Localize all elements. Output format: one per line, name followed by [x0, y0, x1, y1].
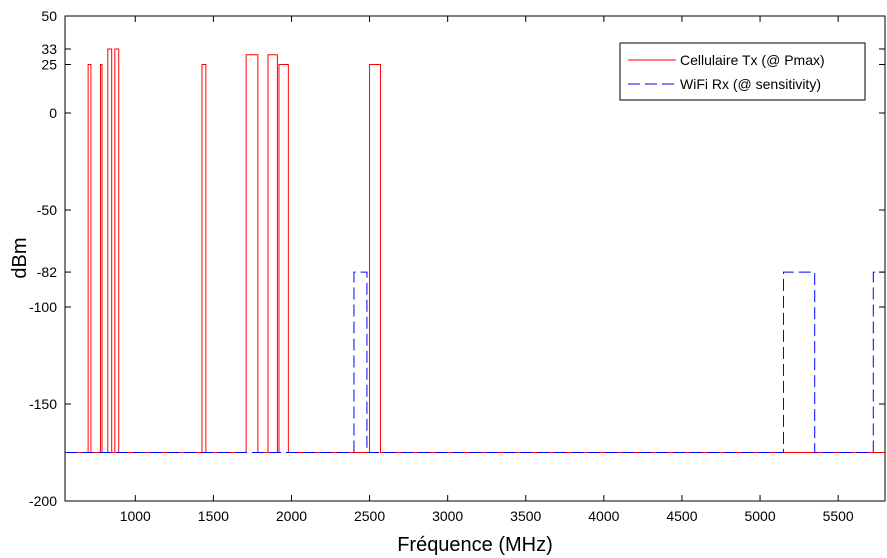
legend-box	[619, 42, 866, 101]
y-tick-label: -82	[37, 264, 57, 280]
x-tick-label: 2500	[354, 508, 385, 524]
x-tick-label: 4000	[588, 508, 619, 524]
series-line-0	[65, 48, 885, 453]
x-tick-label: 1500	[198, 508, 229, 524]
x-tick-label: 1000	[120, 508, 151, 524]
x-tick-label: 2000	[276, 508, 307, 524]
legend: Cellulaire Tx (@ Pmax) WiFi Rx (@ sensit…	[619, 42, 866, 101]
plot-frame	[64, 15, 886, 502]
y-tick-label: 0	[49, 105, 57, 121]
x-tick-label: 3500	[510, 508, 541, 524]
series-layer	[65, 48, 885, 453]
x-tick-label: 5500	[823, 508, 854, 524]
y-tick-label: 33	[41, 41, 57, 57]
x-tick-label: 5000	[744, 508, 775, 524]
y-axis-label: dBm	[9, 237, 31, 278]
y-tick-label: -100	[29, 299, 57, 315]
y-tick-label: -50	[37, 202, 57, 218]
x-tick-label: 4500	[666, 508, 697, 524]
legend-label-cellulaire: Cellulaire Tx (@ Pmax)	[680, 52, 825, 68]
x-tick-label: 3000	[432, 508, 463, 524]
legend-label-wifi: WiFi Rx (@ sensitivity)	[680, 76, 821, 92]
y-tick-label: -200	[29, 493, 57, 509]
y-tick-label: 50	[41, 8, 57, 24]
y-tick-label: -150	[29, 396, 57, 412]
x-axis-label: Fréquence (MHz)	[397, 534, 553, 556]
y-tick-label: 25	[41, 57, 57, 73]
tick-layer: 1000 1500 2000 2500 3000 3500 4000 4500 5000 5500…	[29, 8, 885, 524]
